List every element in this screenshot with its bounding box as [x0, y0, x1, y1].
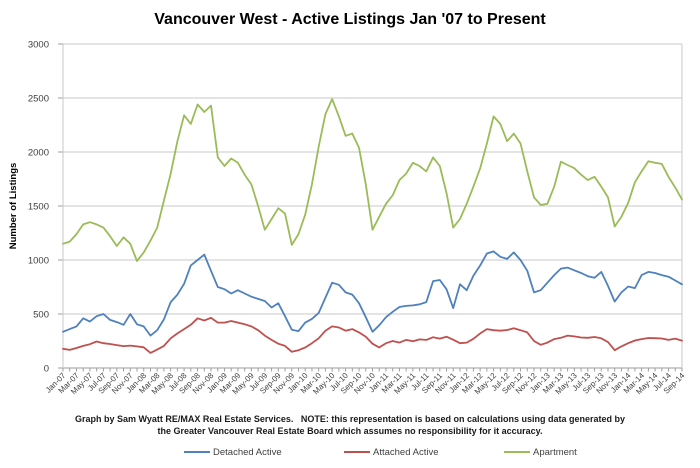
svg-text:3000: 3000: [28, 40, 49, 51]
svg-text:1500: 1500: [28, 202, 49, 213]
svg-text:Number of Listings: Number of Listings: [8, 163, 19, 250]
legend-label: Detached Active: [213, 446, 282, 458]
legend-label: Apartment: [533, 446, 577, 458]
svg-text:2000: 2000: [28, 148, 49, 159]
detached-line-marker-icon: [184, 450, 210, 454]
chart-title: Vancouver West - Active Listings Jan '07…: [154, 11, 546, 28]
svg-text:2500: 2500: [28, 94, 49, 105]
footnote-line-2: the Greater Vancouver Real Estate Board …: [157, 426, 543, 436]
footnote-line-1: Graph by Sam Wyatt RE/MAX Real Estate Se…: [75, 414, 625, 424]
legend-item-detached-active: Detached Active: [184, 444, 282, 460]
legend-item-apartment: Apartment: [504, 444, 577, 460]
apartment-line-marker-icon: [504, 450, 530, 454]
attached-line-marker-icon: [344, 450, 370, 454]
chart-footnote: Graph by Sam Wyatt RE/MAX Real Estate Se…: [50, 413, 650, 437]
legend-item-attached-active: Attached Active: [344, 444, 438, 460]
svg-text:1000: 1000: [28, 256, 49, 267]
legend-label: Attached Active: [373, 446, 439, 458]
svg-text:500: 500: [33, 310, 49, 321]
svg-text:0: 0: [44, 364, 49, 375]
chart-legend: Detached Active Attached Active Apartmen…: [0, 444, 700, 464]
